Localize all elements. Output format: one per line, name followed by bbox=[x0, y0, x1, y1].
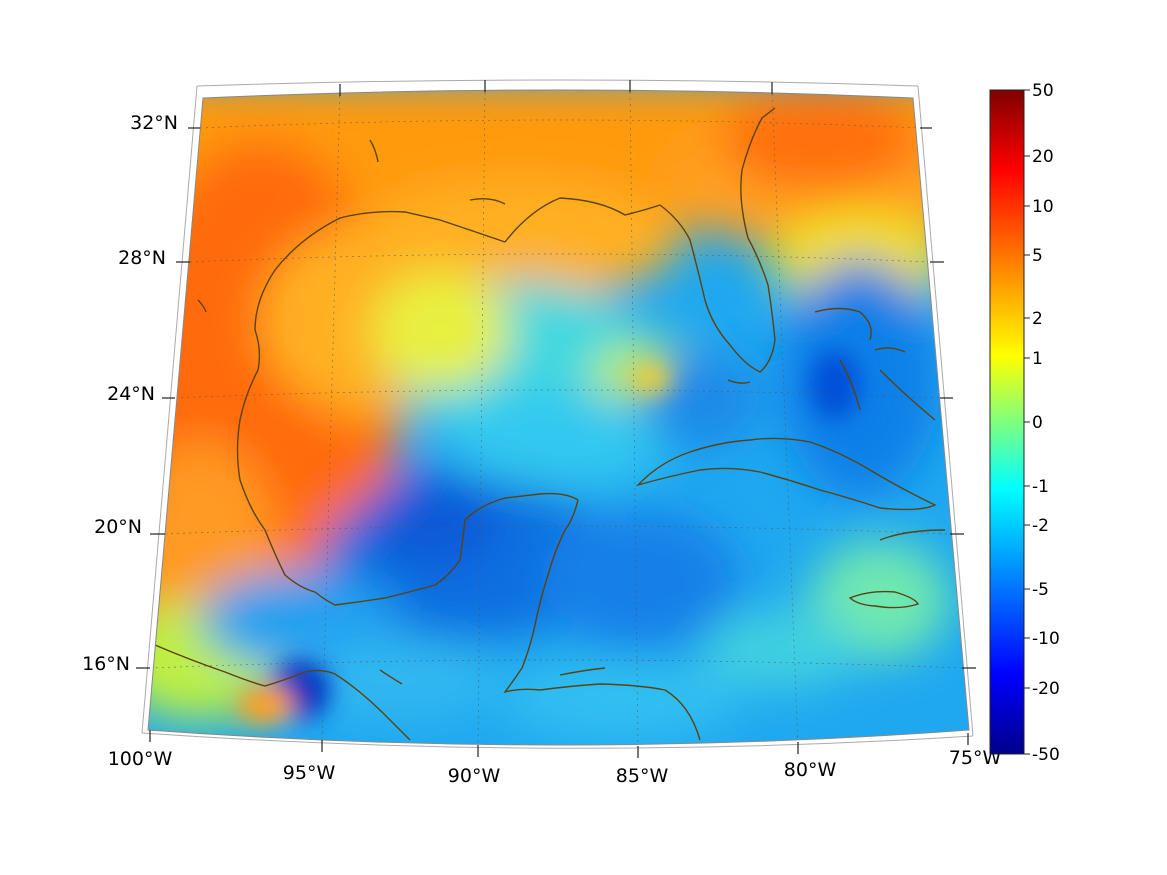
coastlines bbox=[154, 107, 946, 741]
colorbar: 50 20 10 5 2 1 0 -1 -2 -5 -10 -20 -50 bbox=[989, 81, 1060, 765]
colorbar-tick-label: -20 bbox=[1032, 679, 1060, 699]
longitude-labels: 100°W 95°W 90°W 85°W 80°W 75°W bbox=[108, 747, 1002, 787]
lat-label: 24°N bbox=[107, 383, 155, 405]
map-frame bbox=[141, 79, 974, 749]
colorbar-tick-label: -5 bbox=[1032, 580, 1049, 600]
colorbar-tick-label: -2 bbox=[1032, 516, 1049, 536]
colorbar-tick-label: 0 bbox=[1032, 413, 1043, 433]
colorbar-gradient bbox=[989, 89, 1025, 755]
lat-label: 16°N bbox=[82, 653, 130, 675]
lon-label: 95°W bbox=[283, 762, 336, 784]
lon-label: 75°W bbox=[949, 747, 1002, 769]
colorbar-tick-label: 20 bbox=[1032, 147, 1054, 167]
lat-label: 28°N bbox=[118, 247, 166, 269]
lon-label: 100°W bbox=[108, 748, 173, 770]
colorbar-tick-label: -50 bbox=[1032, 745, 1060, 765]
colorbar-tick-label: 2 bbox=[1032, 309, 1043, 329]
colorbar-tick-label: 5 bbox=[1032, 246, 1043, 266]
colorbar-ticks bbox=[1024, 89, 1030, 755]
frame-ticks bbox=[136, 80, 976, 758]
colorbar-tick-label: -10 bbox=[1032, 629, 1060, 649]
lon-label: 90°W bbox=[448, 765, 501, 787]
latitude-labels: 32°N 28°N 24°N 20°N 16°N bbox=[82, 112, 178, 675]
colorbar-tick-label: -1 bbox=[1032, 477, 1049, 497]
lon-label: 80°W bbox=[784, 759, 837, 781]
lat-label: 32°N bbox=[130, 112, 178, 134]
data-field bbox=[148, 90, 969, 745]
colorbar-tick-label: 50 bbox=[1032, 81, 1054, 101]
colorbar-tick-label: 1 bbox=[1032, 349, 1043, 369]
lat-label: 20°N bbox=[94, 516, 142, 538]
colorbar-tick-label: 10 bbox=[1032, 197, 1054, 217]
graticule bbox=[149, 90, 963, 745]
lon-label: 85°W bbox=[616, 765, 669, 787]
